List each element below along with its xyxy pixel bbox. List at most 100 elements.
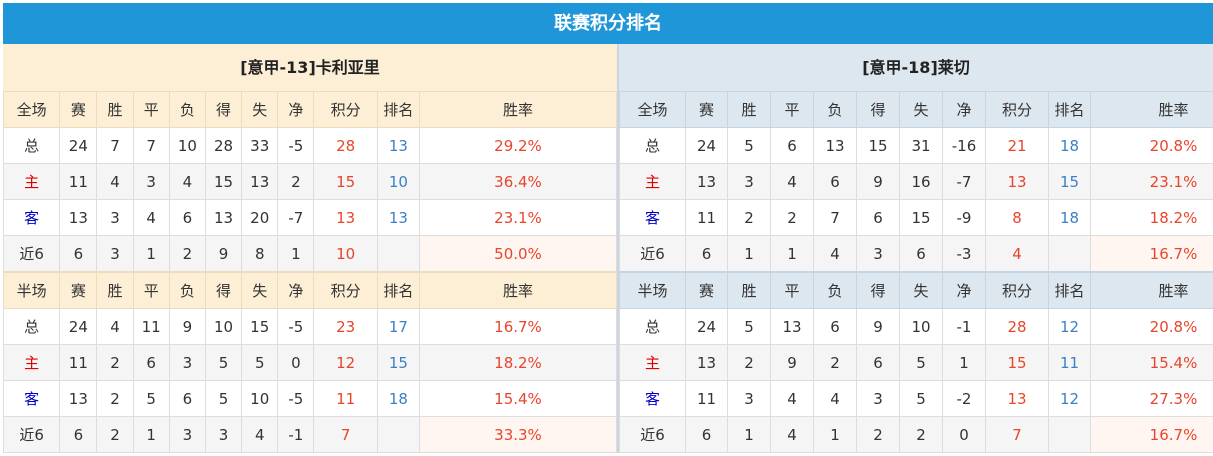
row-label: 总 (2, 127, 61, 164)
cell: 23.1% (1090, 163, 1213, 200)
cell: -1 (942, 308, 986, 345)
cell: 6 (168, 380, 206, 417)
cell: 13 (59, 380, 98, 417)
row-label: 总 (2, 308, 61, 345)
cell: 31 (899, 127, 943, 164)
cell: 20 (241, 199, 279, 236)
cell: 6 (899, 235, 943, 273)
cell: 4 (168, 163, 206, 200)
column-header: 净 (277, 91, 315, 128)
cell: 10 (899, 308, 943, 345)
column-header: 胜 (727, 271, 771, 309)
cell: 4 (770, 416, 814, 453)
column-header: 胜 (96, 271, 134, 309)
column-header: 胜率 (418, 91, 618, 128)
cell: 5 (899, 380, 943, 417)
cell: 4 (813, 235, 857, 273)
column-header: 赛 (59, 91, 98, 128)
row-label: 主 (2, 163, 61, 200)
table-row: 客 13 3 4 6 13 20 -7 13 13 23.1% (2, 199, 618, 236)
column-header: 得 (856, 91, 900, 128)
cell: 7 (96, 127, 134, 164)
table-row: 近6 6 2 1 3 3 4 -1 7 33.3% (2, 416, 618, 453)
cell: 5 (204, 380, 243, 417)
cell: 3 (727, 380, 771, 417)
cell: 13 (313, 199, 378, 236)
cell: 11 (59, 163, 98, 200)
cell: 2 (899, 416, 943, 453)
cell: 8 (985, 199, 1049, 236)
cell: 11 (313, 380, 378, 417)
section-label: 全场 (619, 91, 686, 128)
row-label: 近6 (619, 235, 686, 273)
header-row: 全场赛胜平负得失净积分 排名 胜率 (2, 91, 618, 128)
cell: 36.4% (418, 163, 618, 200)
cell: 33 (241, 127, 279, 164)
cell: 29.2% (418, 127, 618, 164)
cell: 1 (727, 416, 771, 453)
section-label: 半场 (2, 271, 61, 309)
cell: 15 (985, 344, 1049, 381)
cell (376, 416, 420, 453)
row-label: 主 (2, 344, 61, 381)
cell: 11 (1048, 344, 1091, 381)
row-label: 总 (619, 127, 686, 164)
table-row: 主 11 4 3 4 15 13 2 15 10 36.4% (2, 163, 618, 200)
cell: 20.8% (1090, 308, 1213, 345)
table-row: 客 13 2 5 6 5 10 -5 11 18 15.4% (2, 380, 618, 417)
cell: 1 (942, 344, 986, 381)
table-row: 近6 6 1 1 4 3 6 -3 4 16.7% (619, 235, 1213, 273)
column-header: 赛 (685, 91, 728, 128)
column-header: 赛 (59, 271, 98, 309)
cell: 5 (204, 344, 243, 381)
cell: 1 (770, 235, 814, 273)
cell: 7 (985, 416, 1049, 453)
cell: 2 (96, 416, 134, 453)
cell: 16 (899, 163, 943, 200)
cell: 6 (856, 344, 900, 381)
cell: 3 (856, 235, 900, 273)
cell: 5 (727, 308, 771, 345)
table-row: 主 13 3 4 6 9 16 -7 13 15 23.1% (619, 163, 1213, 200)
cell: 15.4% (418, 380, 618, 417)
cell: 11 (685, 380, 728, 417)
cell: 13 (770, 308, 814, 345)
cell: 13 (685, 163, 728, 200)
cell: 3 (204, 416, 243, 453)
cell: 24 (59, 127, 98, 164)
column-header: 失 (899, 91, 943, 128)
cell: 3 (96, 199, 134, 236)
column-header: 负 (168, 271, 206, 309)
team-left: [意甲-13]卡利亚里 全场赛胜平负得失净积分 排名 胜率总 24 7 7 10 28 33 -5… (2, 44, 618, 453)
cell: -5 (277, 308, 315, 345)
cell: 24 (685, 127, 728, 164)
cell: 16.7% (1090, 416, 1213, 453)
cell: 4 (770, 163, 814, 200)
cell: 9 (168, 308, 206, 345)
row-label: 客 (619, 199, 686, 236)
cell: 18.2% (1090, 199, 1213, 236)
cell: 3 (96, 235, 134, 273)
standings-table: 全场赛胜平负得失净积分 排名 胜率总 24 5 6 13 15 31 -16 21 18 20.8% 主 1… (619, 91, 1213, 453)
cell: 11 (132, 308, 170, 345)
column-header: 积分 (313, 91, 378, 128)
team-name: [意甲-13]卡利亚里 (3, 44, 617, 91)
cell: 28 (204, 127, 243, 164)
table-row: 主 11 2 6 3 5 5 0 12 15 18.2% (2, 344, 618, 381)
cell: 20.8% (1090, 127, 1213, 164)
column-header: 胜 (96, 91, 134, 128)
cell: 0 (942, 416, 986, 453)
cell: 15 (1048, 163, 1091, 200)
cell: 6 (770, 127, 814, 164)
cell: 11 (59, 344, 98, 381)
panel-title: 联赛积分排名 (3, 3, 1213, 44)
table-row: 近6 6 1 4 1 2 2 0 7 16.7% (619, 416, 1213, 453)
cell: 15 (204, 163, 243, 200)
cell: 7 (132, 127, 170, 164)
table-row: 总 24 5 6 13 15 31 -16 21 18 20.8% (619, 127, 1213, 164)
cell: 3 (168, 344, 206, 381)
column-header: 负 (813, 91, 857, 128)
cell: 6 (856, 199, 900, 236)
cell: 1 (813, 416, 857, 453)
column-header: 积分 (985, 271, 1049, 309)
